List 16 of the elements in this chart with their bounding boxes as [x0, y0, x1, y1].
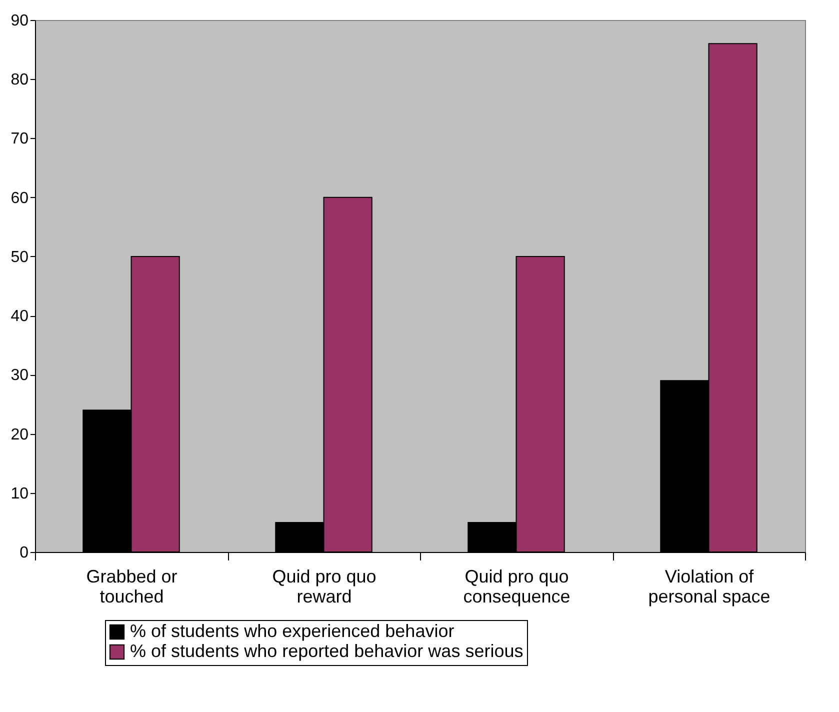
- y-tick-label: 50: [10, 248, 29, 266]
- y-tick-label: 90: [10, 12, 29, 30]
- legend-label: % of students who experienced behavior: [130, 621, 454, 641]
- y-tick-label: 80: [10, 72, 29, 89]
- y-tick-label: 40: [10, 308, 29, 326]
- y-tick-label: 70: [10, 130, 29, 148]
- y-tick-label: 30: [10, 367, 29, 384]
- y-tick-label: 20: [10, 426, 29, 444]
- y-tick-label: 0: [20, 544, 29, 562]
- x-tick-label: Violation of personal space: [648, 566, 770, 606]
- x-tick-label: Quid pro quo consequence: [463, 566, 570, 606]
- x-tick-label: Grabbed or touched: [86, 566, 178, 606]
- y-tick-label: 60: [10, 190, 29, 207]
- legend-label: % of students who reported behavior was serious: [130, 641, 524, 661]
- y-tick-label: 10: [10, 485, 29, 502]
- x-tick-label: Quid pro quo reward: [272, 566, 376, 606]
